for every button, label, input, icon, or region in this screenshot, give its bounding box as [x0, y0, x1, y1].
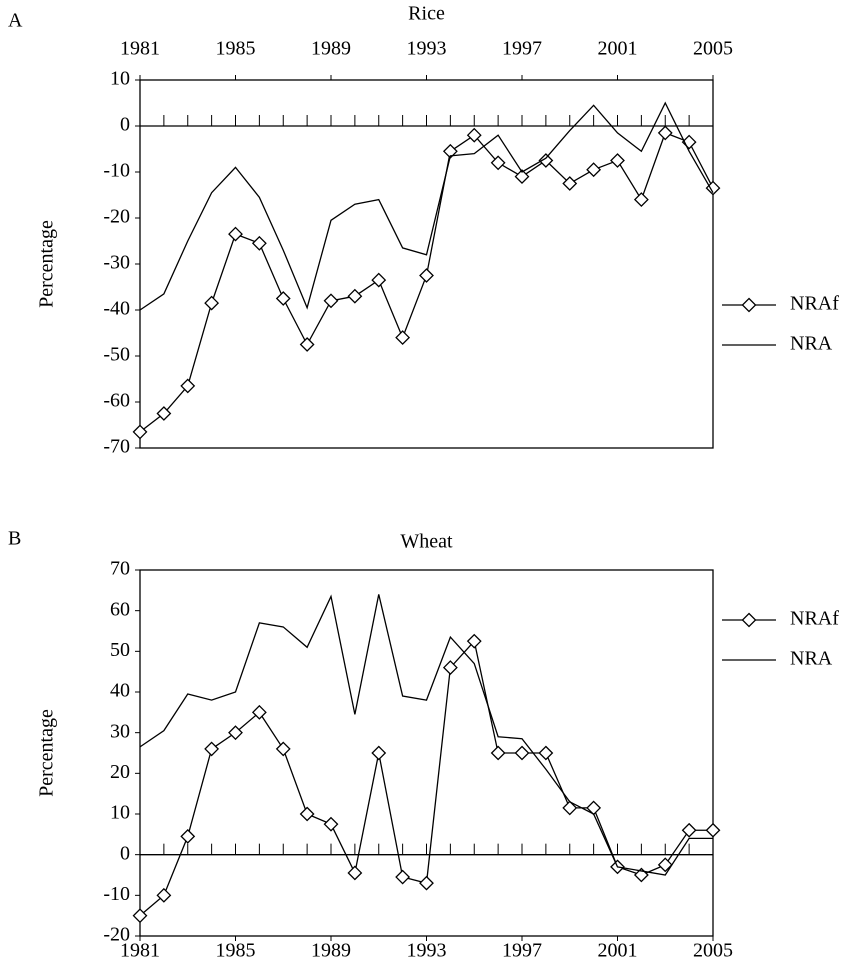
diamond-marker: [132, 908, 148, 924]
x-tick-label: 1981: [120, 940, 160, 962]
diamond-marker: [323, 293, 339, 309]
y-tick-label: -20: [103, 206, 130, 228]
series-line: [139, 101, 714, 311]
diamond-marker: [586, 162, 602, 178]
diamond-marker: [419, 875, 434, 891]
diamond-marker: [562, 800, 578, 816]
series-line: [139, 639, 713, 917]
x-tick-label: 1989: [311, 940, 351, 962]
diamond-marker: [586, 800, 602, 816]
diamond-marker: [610, 153, 625, 168]
diamond-marker: [466, 127, 482, 143]
diamond-marker: [538, 153, 554, 168]
diamond-marker: [657, 857, 673, 873]
y-tick-label: -60: [103, 390, 130, 412]
diamond-marker: [204, 295, 220, 311]
y-tick-label: -50: [103, 344, 130, 366]
y-tick-label: 0: [120, 842, 130, 864]
diamond-marker: [299, 337, 315, 352]
legend-marker: [741, 612, 757, 628]
diamond-marker: [657, 125, 673, 141]
x-tick-label: 1981: [120, 38, 160, 60]
y-tick-label: 20: [110, 761, 130, 783]
diamond-marker: [251, 704, 267, 720]
x-tick-label: 1989: [311, 38, 351, 60]
y-tick-label: -30: [103, 252, 130, 274]
diamond-marker: [156, 406, 172, 421]
diamond-marker: [347, 288, 363, 304]
legend-label: NRA: [790, 333, 833, 355]
diamond-marker: [251, 235, 267, 251]
diamond-marker: [275, 291, 291, 306]
y-tick-label: 0: [120, 114, 130, 136]
x-tick-label: 1985: [216, 38, 256, 60]
x-tick-label: 1993: [407, 940, 447, 962]
y-axis-label: Percentage: [36, 709, 58, 797]
legend-label: NRAf: [790, 608, 839, 630]
chart-title: Rice: [408, 3, 445, 25]
diamond-marker: [323, 816, 339, 832]
diamond-marker: [228, 725, 243, 741]
y-tick-label: -20: [103, 924, 130, 946]
diamond-marker: [562, 176, 578, 191]
diamond-marker: [490, 155, 506, 171]
diamond-marker: [275, 741, 291, 757]
diamond-marker: [180, 828, 196, 844]
diamond-marker: [466, 633, 482, 649]
x-tick-label: 2001: [598, 940, 638, 962]
y-tick-label: 50: [110, 639, 130, 661]
y-tick-label: -70: [103, 436, 130, 458]
diamond-marker: [371, 745, 387, 761]
diamond-marker: [681, 822, 697, 838]
x-tick-label: 2005: [693, 38, 733, 60]
diamond-marker: [419, 268, 434, 283]
diamond-marker: [490, 745, 506, 761]
plot-frame: [139, 79, 714, 449]
chart-title: Wheat: [400, 531, 453, 553]
diamond-marker: [514, 745, 530, 761]
diamond-marker: [156, 887, 172, 903]
x-tick-label: 1993: [407, 38, 447, 60]
y-tick-label: 10: [110, 68, 130, 90]
y-axis-label: Percentage: [36, 220, 58, 308]
panel-label: A: [8, 10, 23, 32]
x-tick-label: 1997: [502, 38, 542, 60]
diamond-marker: [538, 745, 554, 761]
y-tick-label: -10: [103, 883, 130, 905]
y-tick-label: -10: [103, 160, 130, 182]
diamond-marker: [705, 822, 721, 838]
diamond-marker: [633, 192, 649, 208]
diamond-marker: [228, 226, 243, 242]
legend-label: NRAf: [790, 293, 839, 315]
diamond-marker: [299, 806, 315, 822]
diamond-marker: [514, 169, 530, 185]
y-tick-label: 40: [110, 680, 130, 702]
y-tick-label: 30: [110, 720, 130, 742]
y-tick-label: 10: [110, 802, 130, 824]
legend-label: NRA: [790, 648, 833, 670]
panel-label: B: [8, 528, 21, 550]
diamond-marker: [180, 378, 196, 394]
y-tick-label: 70: [110, 558, 130, 580]
legend-marker: [741, 297, 757, 313]
diamond-marker: [442, 660, 458, 676]
y-tick-label: -40: [103, 298, 130, 320]
series-line: [139, 594, 713, 876]
x-tick-label: 2001: [598, 38, 638, 60]
x-tick-label: 1997: [502, 940, 542, 962]
diamond-marker: [204, 741, 220, 757]
x-tick-label: 1985: [216, 940, 256, 962]
diamond-marker: [347, 865, 363, 881]
diamond-marker: [132, 424, 148, 440]
diamond-marker: [371, 272, 387, 288]
diamond-marker: [395, 330, 411, 346]
diamond-marker: [395, 869, 411, 885]
x-tick-label: 2005: [693, 940, 733, 962]
y-tick-label: 60: [110, 598, 130, 620]
